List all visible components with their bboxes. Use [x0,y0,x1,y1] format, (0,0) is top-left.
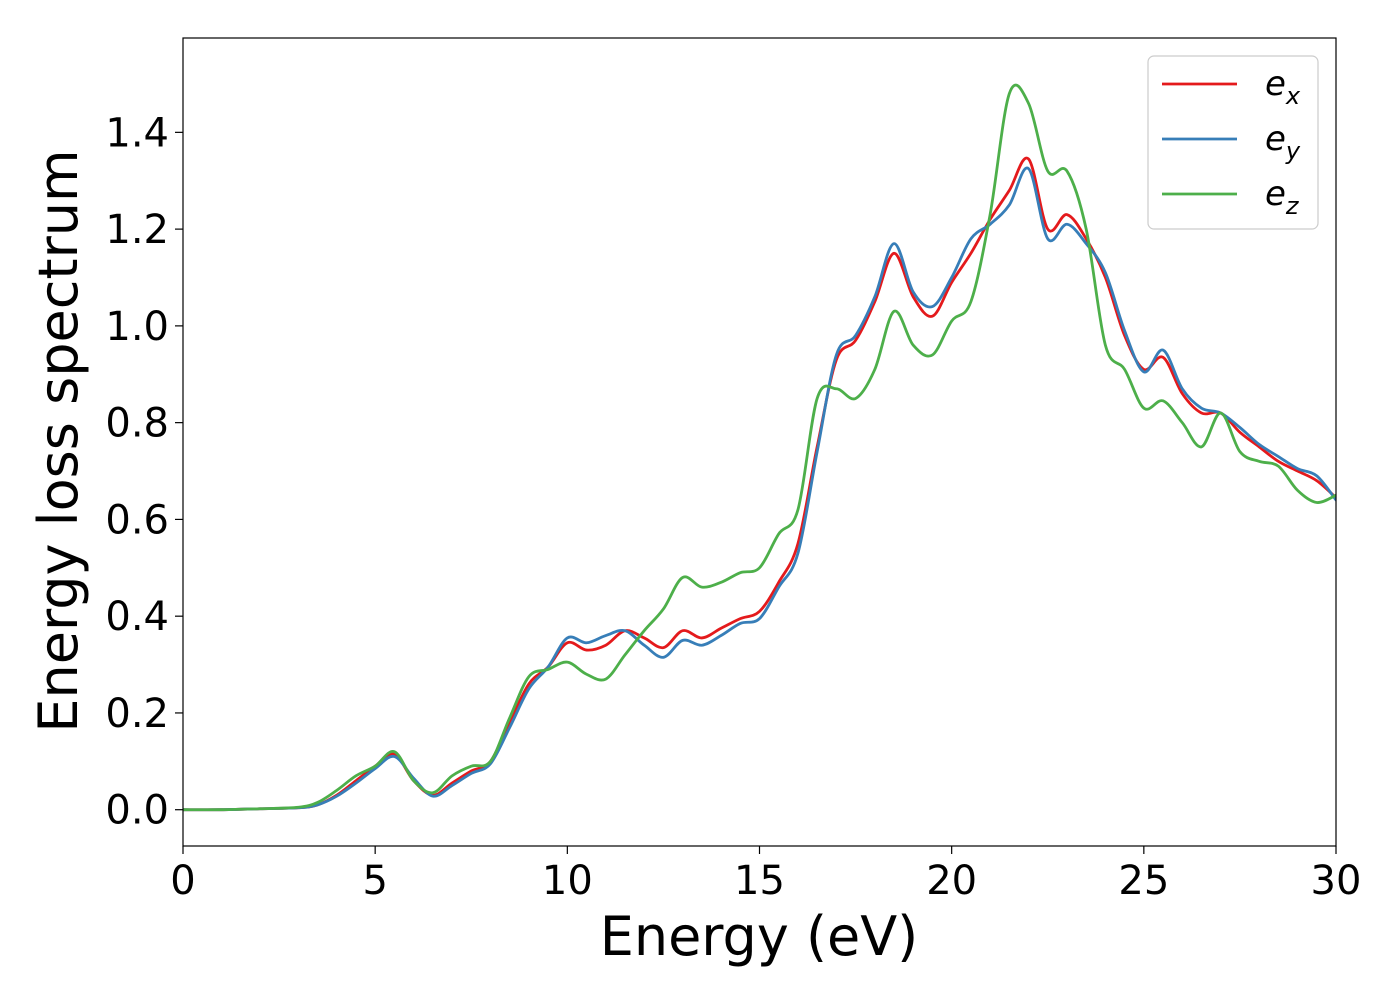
x-tick-label: 20 [926,858,977,904]
series-line-e-z [183,83,1336,812]
y-tick-label: 1.4 [105,110,169,156]
y-axis-title: Energy loss spectrum [27,149,90,732]
y-tick-label: 0.0 [105,788,169,834]
y-tick-label: 1.0 [105,304,169,350]
legend-items: ex ey ez [1162,64,1301,220]
y-axis: 0.0 0.2 0.4 0.6 0.8 1.0 1.2 1.4 [105,110,183,834]
y-tick-label: 0.4 [105,594,169,640]
legend-label-e-y: ey [1265,119,1301,165]
series-line-e-x [183,156,1336,812]
x-tick-label: 5 [362,858,387,904]
legend-label-e-z: ez [1265,174,1300,220]
series-lines-layer [183,83,1336,812]
x-tick-label: 25 [1118,858,1169,904]
y-tick-label: 0.8 [105,401,169,447]
x-axis: 0 5 10 15 20 25 30 [170,846,1361,904]
legend-box [1147,55,1319,230]
y-tick-label: 0.6 [105,497,169,543]
legend-label-e-x: ex [1265,64,1301,110]
y-tick-label: 1.2 [105,207,169,253]
series-line-e-y [183,166,1336,812]
x-tick-label: 10 [542,858,593,904]
x-tick-label: 15 [734,858,785,904]
y-tick-label: 0.2 [105,691,169,737]
x-axis-title: Energy (eV) [600,905,919,968]
legend: ex ey ez [1147,55,1319,230]
x-tick-label: 0 [170,858,195,904]
x-tick-label: 30 [1311,858,1362,904]
